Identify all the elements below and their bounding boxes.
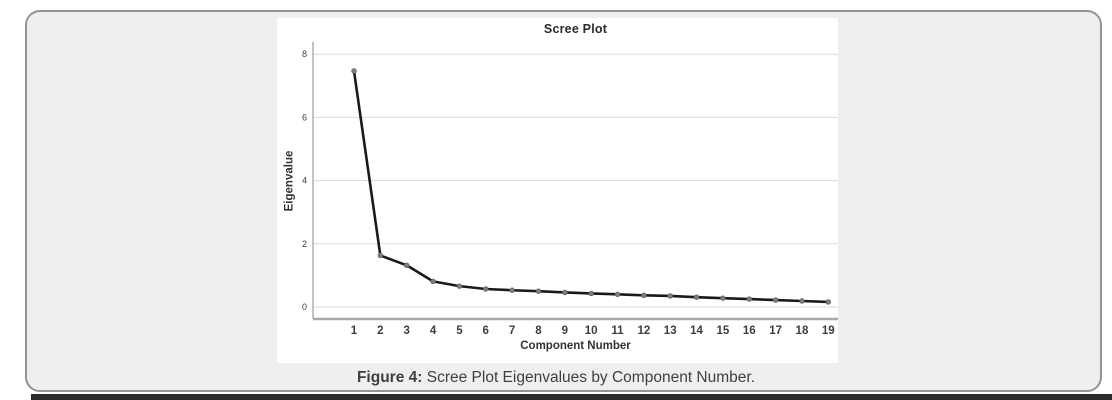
x-tick-label: 5	[456, 325, 463, 337]
data-point-marker	[799, 298, 805, 304]
y-tick-label: 2	[302, 239, 307, 249]
x-tick-label: 6	[483, 325, 489, 337]
x-tick-label: 12	[637, 325, 650, 337]
x-tick-label: 18	[796, 325, 809, 337]
x-tick-label: 7	[509, 325, 515, 337]
x-tick-label: 4	[430, 325, 437, 337]
x-tick-label: 2	[377, 325, 383, 337]
x-axis-title: Component Number	[520, 340, 631, 352]
y-axis-title: Eigenvalue	[283, 150, 295, 211]
x-tick-label: 17	[769, 325, 782, 337]
y-axis-title-box: Eigenvalue	[277, 42, 301, 319]
data-point-marker	[614, 291, 621, 298]
data-point-marker	[377, 252, 384, 259]
data-point-marker	[772, 297, 779, 303]
chart-title: Scree Plot	[543, 22, 608, 36]
y-tick-label: 4	[302, 176, 307, 186]
x-tick-label: 9	[562, 325, 568, 337]
data-point-marker	[746, 296, 752, 302]
y-tick-label: 6	[302, 112, 307, 122]
scree-plot-panel: 0 2 4 6 8 1 2 3 4 5 6 7 8 9 10 11 12 13 14 15 16 17 18 19 Scree…	[277, 18, 838, 363]
x-tick-label: 8	[535, 325, 542, 337]
figure-caption-text: Scree Plot Eigenvalues by Component Numb…	[426, 369, 756, 386]
data-point-marker	[483, 286, 489, 292]
bottom-divider-bar	[31, 394, 1112, 400]
data-point-marker	[351, 68, 357, 74]
x-tick-label: 1	[351, 325, 358, 337]
y-tick-label: 0	[302, 302, 307, 312]
data-point-marker	[667, 293, 673, 299]
x-tick-label: 13	[664, 325, 677, 337]
x-tick-label: 11	[611, 325, 624, 337]
data-point-marker	[825, 299, 831, 305]
eigenvalue-line	[352, 70, 829, 304]
y-tick-label: 8	[302, 49, 307, 59]
x-tick-label: 19	[822, 325, 835, 337]
data-point-marker	[693, 294, 700, 300]
data-point-marker	[562, 289, 568, 296]
figure-caption: Figure 4: Scree Plot Eigenvalues by Compo…	[0, 369, 1112, 387]
data-point-marker	[588, 290, 594, 297]
data-point-marker	[509, 287, 515, 293]
figure-caption-label: Figure 4:	[356, 369, 423, 386]
data-point-marker	[403, 262, 410, 268]
x-tick-label: 10	[585, 325, 598, 337]
data-point-marker	[720, 295, 726, 301]
data-point-marker	[456, 283, 463, 289]
x-tick-label: 14	[690, 325, 703, 337]
x-tick-label: 3	[403, 325, 409, 337]
x-tick-label: 16	[743, 325, 756, 337]
data-point-marker	[535, 288, 542, 294]
data-point-marker	[641, 292, 647, 299]
data-point-marker	[430, 278, 436, 285]
x-tick-label: 15	[717, 325, 730, 337]
